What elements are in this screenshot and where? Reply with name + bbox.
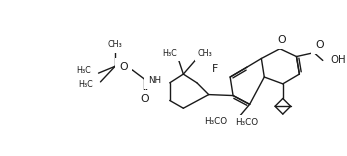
Text: O: O <box>315 40 324 50</box>
Text: OH: OH <box>331 55 346 66</box>
Text: CH₃: CH₃ <box>108 40 122 49</box>
Text: H₃CO: H₃CO <box>235 118 258 127</box>
Text: NH: NH <box>148 76 161 85</box>
Text: H₃C: H₃C <box>78 80 93 89</box>
Text: CH₃: CH₃ <box>198 49 213 58</box>
Text: H₃C: H₃C <box>162 49 177 58</box>
Text: O: O <box>278 35 286 45</box>
Text: F: F <box>212 64 219 74</box>
Text: H₃CO: H₃CO <box>204 117 227 126</box>
Text: O: O <box>140 94 149 105</box>
Text: O: O <box>119 62 128 72</box>
Text: H₃C: H₃C <box>76 66 91 75</box>
